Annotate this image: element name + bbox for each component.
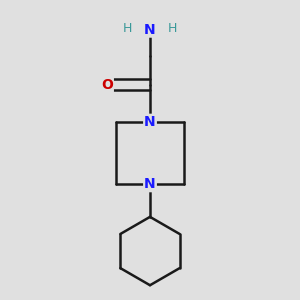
Text: H: H — [123, 22, 132, 34]
Text: N: N — [144, 177, 156, 191]
Text: H: H — [168, 22, 177, 34]
Text: O: O — [101, 78, 113, 92]
Text: N: N — [144, 22, 156, 37]
Text: N: N — [144, 115, 156, 129]
